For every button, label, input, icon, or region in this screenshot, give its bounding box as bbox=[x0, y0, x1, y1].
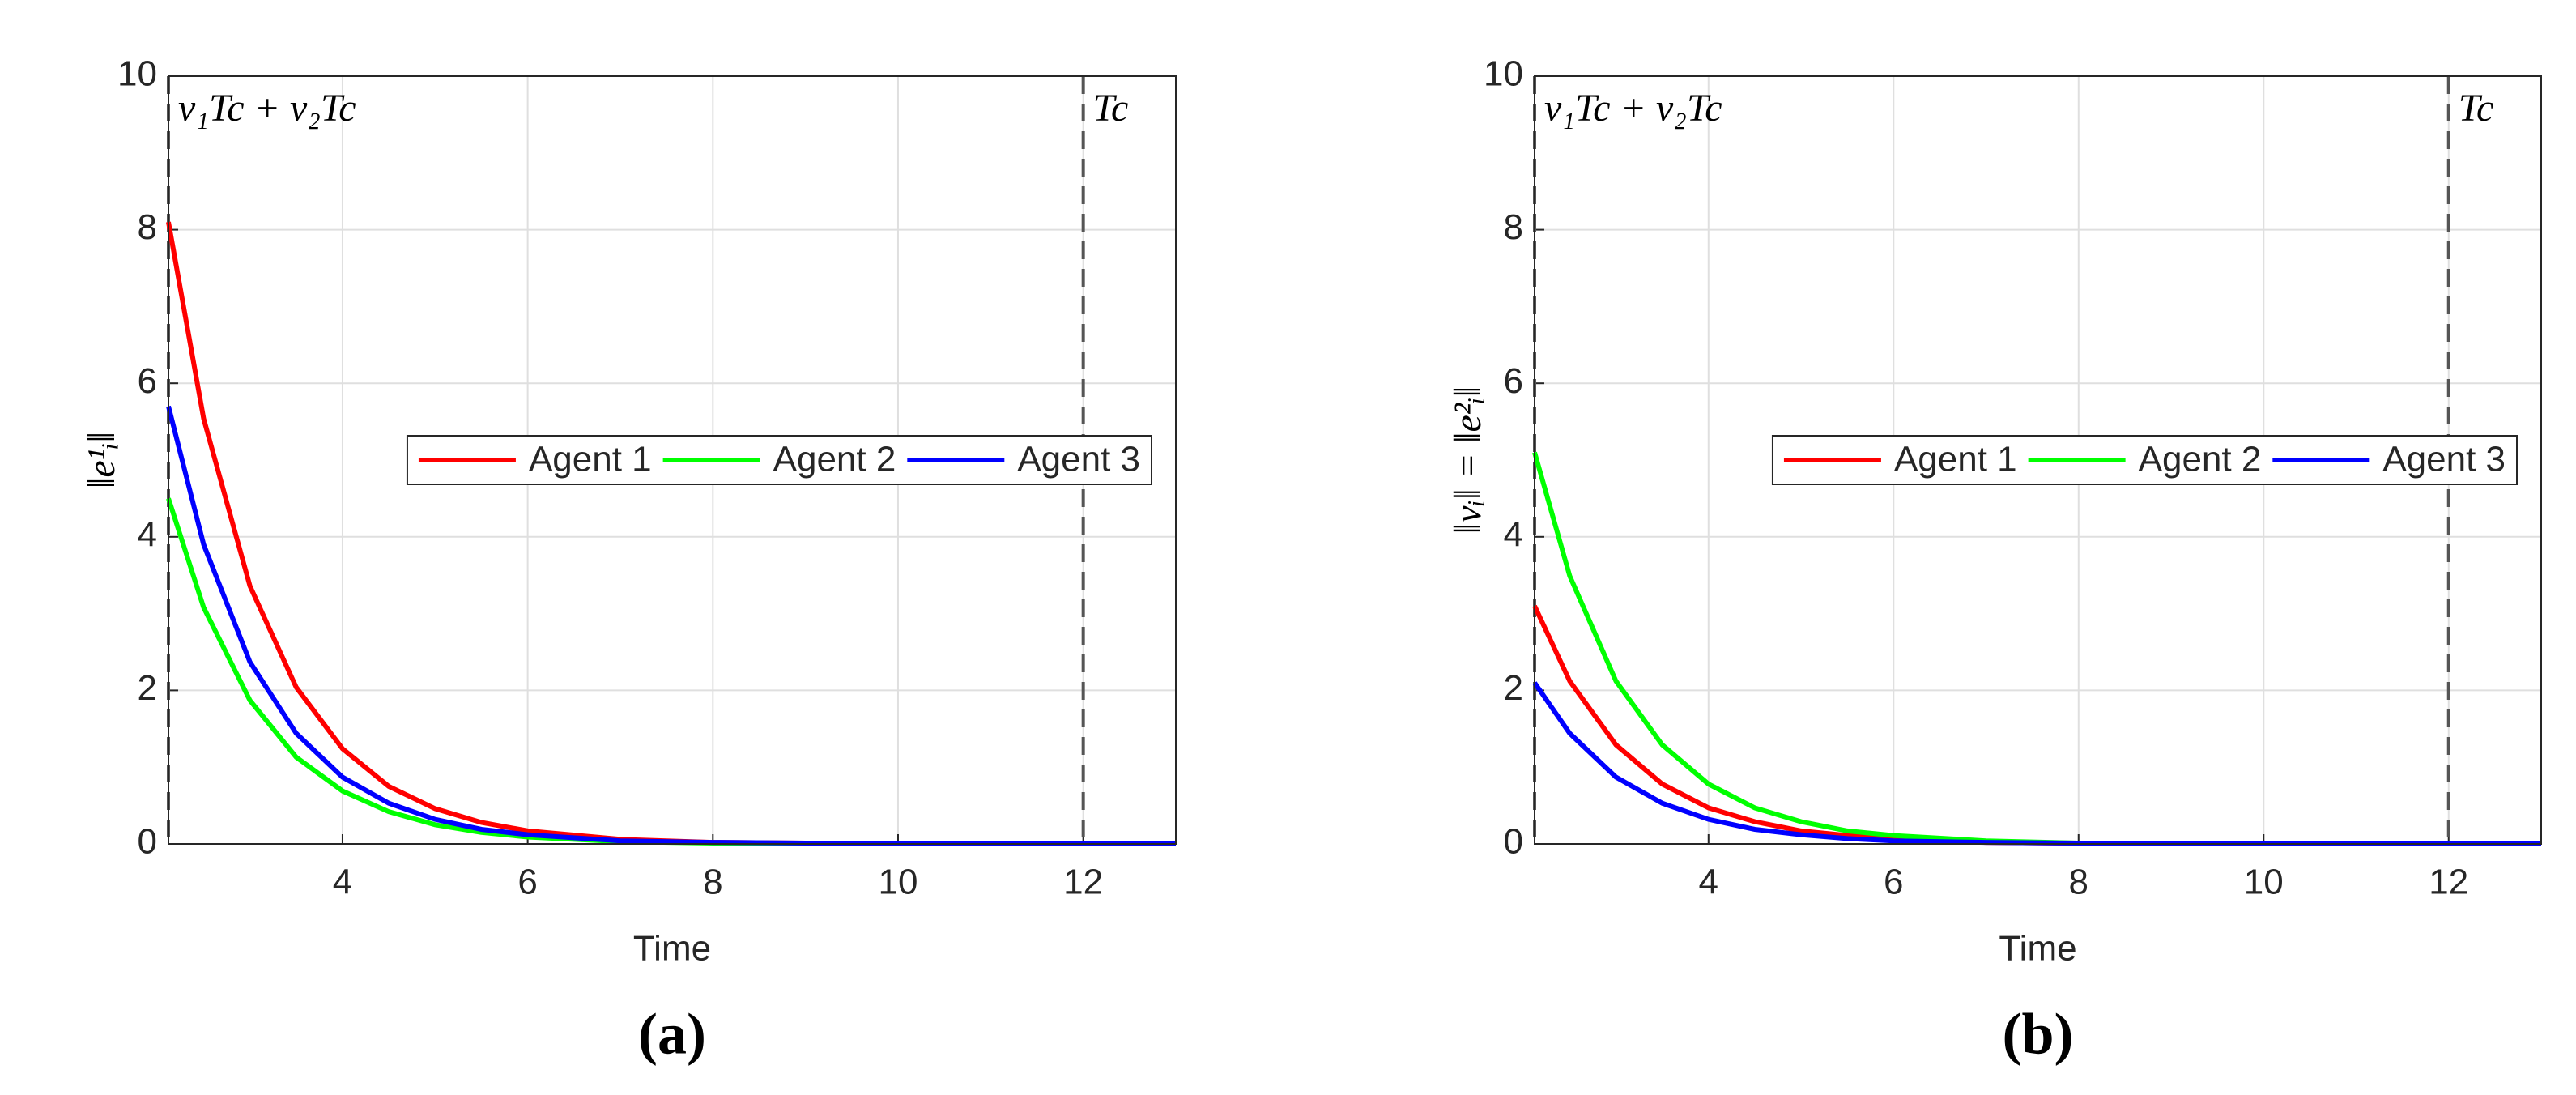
y-tick-label: 8 bbox=[138, 207, 157, 247]
x-tick-label: 4 bbox=[333, 863, 352, 902]
x-tick-label: 12 bbox=[2429, 863, 2468, 902]
caption: (b) bbox=[2003, 1002, 2074, 1067]
y-tick-label: 4 bbox=[138, 514, 157, 554]
annotation: Tc bbox=[2459, 87, 2494, 130]
y-tick-label: 2 bbox=[138, 668, 157, 708]
x-tick-label: 8 bbox=[2069, 863, 2088, 902]
legend: Agent 1 Agent 2 Agent 3 bbox=[406, 435, 1152, 485]
x-tick-label: 4 bbox=[1699, 863, 1718, 902]
legend-frame bbox=[1771, 435, 2518, 485]
legend: Agent 1 Agent 2 Agent 3 bbox=[1771, 435, 2518, 485]
axes-box bbox=[1534, 75, 2542, 845]
y-tick-label: 0 bbox=[138, 822, 157, 862]
y-tick-label: 4 bbox=[1504, 514, 1523, 554]
legend-frame bbox=[406, 435, 1152, 485]
x-tick-label: 12 bbox=[1063, 863, 1103, 902]
annotation: Tc bbox=[1093, 87, 1129, 130]
y-tick-label: 10 bbox=[1484, 54, 1523, 94]
y-tick-label: 6 bbox=[138, 361, 157, 401]
legend-label: Agent 2 bbox=[773, 440, 896, 479]
axes-box bbox=[168, 75, 1177, 845]
x-axis-label: Time bbox=[633, 929, 711, 969]
y-tick-label: 0 bbox=[1504, 822, 1523, 862]
y-tick-label: 6 bbox=[1504, 361, 1523, 401]
y-axis-label: ‖vᵢ‖ = ‖e²ᵢ‖ bbox=[1446, 386, 1489, 534]
legend-label: Agent 3 bbox=[2382, 440, 2506, 479]
y-axis-label: ‖e¹ᵢ‖ bbox=[80, 432, 123, 488]
y-tick-label: 8 bbox=[1504, 207, 1523, 247]
annotation: ν₁Tc + ν₂Tc bbox=[1544, 87, 1722, 130]
y-tick-label: 10 bbox=[117, 54, 157, 94]
annotation: ν₁Tc + ν₂Tc bbox=[178, 87, 356, 130]
legend-label: Agent 3 bbox=[1017, 440, 1140, 479]
legend-label: Agent 2 bbox=[2139, 440, 2262, 479]
legend-label: Agent 1 bbox=[1894, 440, 2017, 479]
x-tick-label: 6 bbox=[517, 863, 537, 902]
legend-label: Agent 1 bbox=[529, 440, 652, 479]
x-tick-label: 10 bbox=[2244, 863, 2284, 902]
caption: (a) bbox=[638, 1002, 706, 1067]
y-tick-label: 2 bbox=[1504, 668, 1523, 708]
x-axis-label: Time bbox=[1999, 929, 2076, 969]
x-tick-label: 6 bbox=[1884, 863, 1903, 902]
x-tick-label: 10 bbox=[879, 863, 918, 902]
x-tick-label: 8 bbox=[703, 863, 722, 902]
